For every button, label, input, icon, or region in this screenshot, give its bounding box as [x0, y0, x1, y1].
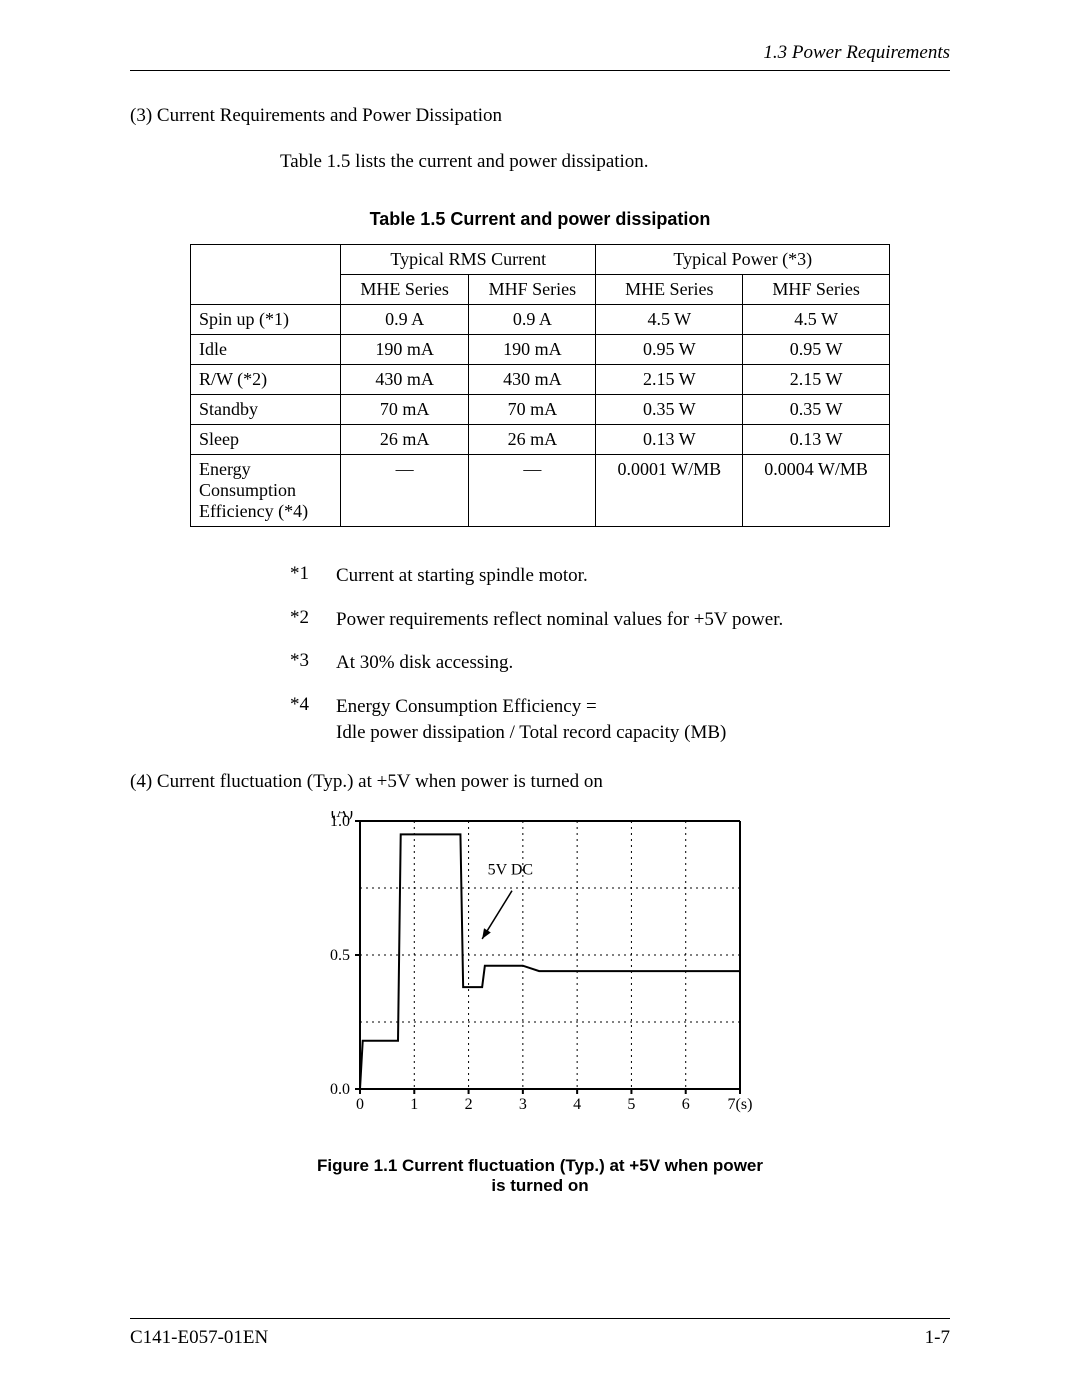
- row-label: Spin up (*1): [191, 305, 341, 335]
- row-label: Standby: [191, 395, 341, 425]
- svg-text:5: 5: [627, 1096, 635, 1113]
- table-row: Idle190 mA190 mA0.95 W0.95 W: [191, 335, 890, 365]
- figure-caption: Figure 1.1 Current fluctuation (Typ.) at…: [310, 1156, 770, 1196]
- cell: 0.13 W: [596, 425, 743, 455]
- table-row: Standby70 mA70 mA0.35 W0.35 W: [191, 395, 890, 425]
- row-label: R/W (*2): [191, 365, 341, 395]
- cell: —: [341, 455, 469, 527]
- svg-text:2: 2: [465, 1096, 473, 1113]
- footnote-key: *2: [290, 607, 336, 633]
- section-4-title: (4) Current fluctuation (Typ.) at +5V wh…: [130, 771, 950, 793]
- row-label: Energy Consumption Efficiency (*4): [191, 455, 341, 527]
- svg-text:3: 3: [519, 1096, 527, 1113]
- svg-text:1: 1: [410, 1096, 418, 1113]
- cell: 26 mA: [341, 425, 469, 455]
- svg-text:6: 6: [682, 1096, 690, 1113]
- cell: 190 mA: [469, 335, 596, 365]
- footnote-text: At 30% disk accessing.: [336, 650, 950, 676]
- svg-text:7(s): 7(s): [728, 1096, 753, 1113]
- svg-text:0.0: 0.0: [330, 1081, 350, 1098]
- footnotes: *1Current at starting spindle motor.*2Po…: [290, 563, 950, 745]
- section-3-title: (3) Current Requirements and Power Dissi…: [130, 105, 950, 127]
- table-blank-header: [191, 245, 341, 305]
- cell: 0.13 W: [743, 425, 890, 455]
- cell: —: [469, 455, 596, 527]
- cell: 2.15 W: [743, 365, 890, 395]
- cell: 4.5 W: [743, 305, 890, 335]
- row-label: Idle: [191, 335, 341, 365]
- spec-table: Typical RMS Current Typical Power (*3) M…: [190, 244, 890, 527]
- footnote: *4Energy Consumption Efficiency =Idle po…: [290, 694, 950, 745]
- svg-text:0.5: 0.5: [330, 947, 350, 964]
- cell: 190 mA: [341, 335, 469, 365]
- footnote-key: *1: [290, 563, 336, 589]
- table-row: Sleep26 mA26 mA0.13 W0.13 W: [191, 425, 890, 455]
- cell: 26 mA: [469, 425, 596, 455]
- footnote-text: Power requirements reflect nominal value…: [336, 607, 950, 633]
- col-group-rms: Typical RMS Current: [341, 245, 596, 275]
- subcol-2: MHE Series: [596, 275, 743, 305]
- subcol-1: MHF Series: [469, 275, 596, 305]
- cell: 4.5 W: [596, 305, 743, 335]
- cell: 430 mA: [341, 365, 469, 395]
- cell: 70 mA: [469, 395, 596, 425]
- footnote-text: Energy Consumption Efficiency =Idle powe…: [336, 694, 950, 745]
- cell: 430 mA: [469, 365, 596, 395]
- cell: 0.95 W: [596, 335, 743, 365]
- table-row: Energy Consumption Efficiency (*4)——0.00…: [191, 455, 890, 527]
- cell: 0.35 W: [743, 395, 890, 425]
- section-3-intro: Table 1.5 lists the current and power di…: [280, 151, 950, 173]
- subcol-3: MHF Series: [743, 275, 890, 305]
- footnote-text: Current at starting spindle motor.: [336, 563, 950, 589]
- svg-text:4: 4: [573, 1096, 581, 1113]
- svg-text:(A): (A): [331, 811, 353, 821]
- row-label: Sleep: [191, 425, 341, 455]
- footer-page-number: 1-7: [925, 1327, 950, 1349]
- cell: 2.15 W: [596, 365, 743, 395]
- cell: 70 mA: [341, 395, 469, 425]
- footnote-key: *3: [290, 650, 336, 676]
- cell: 0.95 W: [743, 335, 890, 365]
- cell: 0.0004 W/MB: [743, 455, 890, 527]
- table-caption: Table 1.5 Current and power dissipation: [130, 209, 950, 230]
- footnote: *2Power requirements reflect nominal val…: [290, 607, 950, 633]
- cell: 0.0001 W/MB: [596, 455, 743, 527]
- page-header-section: 1.3 Power Requirements: [130, 42, 950, 70]
- subcol-0: MHE Series: [341, 275, 469, 305]
- current-chart: 0.00.51.0(A)01234567(s)5V DC: [310, 811, 780, 1141]
- table-row: R/W (*2)430 mA430 mA2.15 W2.15 W: [191, 365, 890, 395]
- footnote: *1Current at starting spindle motor.: [290, 563, 950, 589]
- svg-text:0: 0: [356, 1096, 364, 1113]
- cell: 0.9 A: [469, 305, 596, 335]
- col-group-power: Typical Power (*3): [596, 245, 890, 275]
- svg-text:5V DC: 5V DC: [488, 862, 534, 879]
- cell: 0.35 W: [596, 395, 743, 425]
- table-row: Spin up (*1)0.9 A0.9 A4.5 W4.5 W: [191, 305, 890, 335]
- footer-doc-id: C141-E057-01EN: [130, 1327, 268, 1349]
- footnote: *3At 30% disk accessing.: [290, 650, 950, 676]
- cell: 0.9 A: [341, 305, 469, 335]
- footnote-key: *4: [290, 694, 336, 745]
